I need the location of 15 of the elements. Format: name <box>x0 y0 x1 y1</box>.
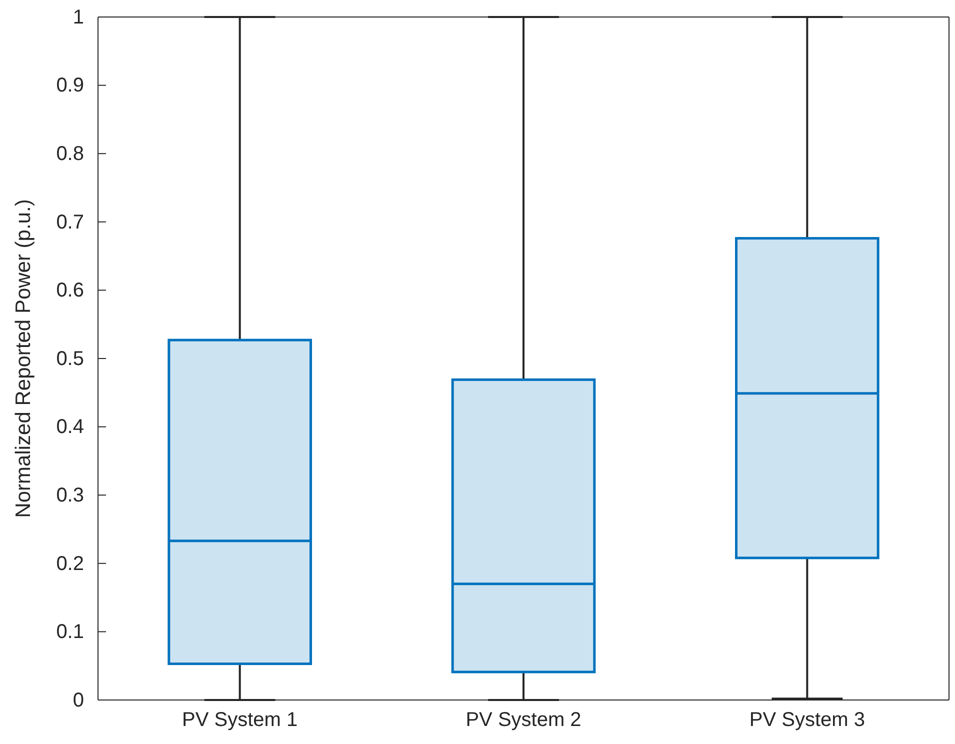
y-tick-label: 0.5 <box>56 348 84 370</box>
y-tick-label: 1 <box>72 6 84 28</box>
y-tick-label: 0.7 <box>56 211 84 234</box>
y-tick-label: 0.4 <box>56 416 84 438</box>
y-axis-title: Normalized Reported Power (p.u.) <box>12 199 35 518</box>
x-tick-label: PV System 1 <box>182 709 298 732</box>
y-tick-label: 0.8 <box>56 143 84 165</box>
y-tick-label: 0.9 <box>56 74 84 97</box>
x-tick-label: PV System 2 <box>466 709 582 732</box>
y-tick-label: 0.2 <box>56 552 84 575</box>
x-tick-label: PV System 3 <box>749 709 865 732</box>
y-tick-label: 0.3 <box>56 484 84 506</box>
y-tick-label: 0.1 <box>56 621 84 644</box>
y-tick-label: 0 <box>72 689 84 712</box>
y-tick-label: 0.6 <box>56 280 84 302</box>
